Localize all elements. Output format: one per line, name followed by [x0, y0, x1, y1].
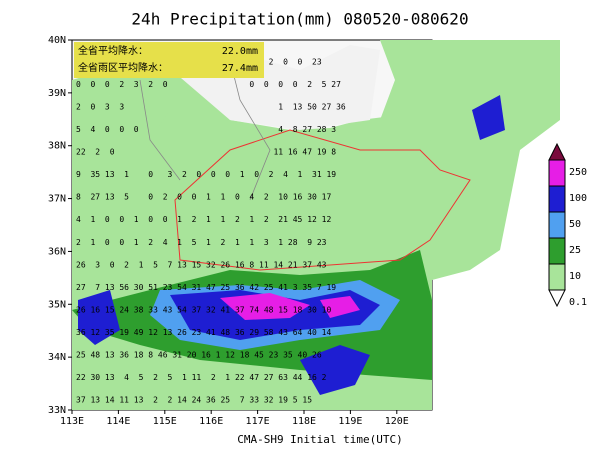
lon-label: 114E: [106, 416, 130, 427]
lon-label: 115E: [153, 416, 177, 427]
lat-label: 40N: [48, 35, 66, 46]
colorbar-swatch: [548, 211, 566, 239]
station-row: 22 2 0 11 16 47 19 8: [76, 148, 336, 157]
colorbar-swatch: [548, 185, 566, 213]
map-frame: [71, 39, 560, 411]
station-row: 36 12 35 19 49 12 13 26 23 41 48 36 29 5…: [76, 328, 331, 337]
colorbar-label: 50: [569, 219, 581, 230]
lat-label: 39N: [48, 88, 66, 99]
info-value: 22.0mm: [222, 46, 258, 57]
colorbar-cap: [548, 142, 566, 161]
lon-label: 120E: [385, 416, 409, 427]
lat-label: 33N: [48, 405, 66, 416]
colorbar-swatch: [548, 263, 566, 291]
colorbar-swatch: [548, 159, 566, 187]
lat-label: 37N: [48, 194, 66, 205]
lat-label: 35N: [48, 299, 66, 310]
lon-label: 118E: [292, 416, 316, 427]
station-row: 26 16 15 24 38 33 43 54 37 32 41 37 74 4…: [76, 305, 331, 314]
title: 24h Precipitation(mm) 080520-080620: [131, 10, 468, 29]
lat-label: 34N: [48, 352, 66, 363]
colorbar-label: 0.1: [569, 297, 587, 308]
station-row: 37 13 14 11 13 2 2 14 24 36 25 7 33 32 1…: [76, 396, 312, 405]
colorbar-swatch: [548, 237, 566, 265]
lon-label: 117E: [246, 416, 270, 427]
lon-label: 119E: [338, 416, 362, 427]
colorbar-label: 25: [569, 245, 581, 256]
colorbar: 250 100 50 25 10 0.1: [548, 142, 587, 308]
station-row: 9 35 13 1 0 3 2 0 0 0 1 0 2 4 1 31 19: [76, 170, 336, 179]
colorbar-label: 10: [569, 271, 581, 282]
station-row: 22 30 13 4 5 2 5 1 11 2 1 22 47 27 63 44…: [76, 373, 327, 382]
footer: CMA-SH9 Initial time(UTC): [237, 433, 403, 446]
colorbar-label: 100: [569, 193, 587, 204]
info-box: 全省平均降水： 22.0mm 全省雨区平均降水： 27.4mm: [74, 42, 264, 78]
station-row: 0 0 0 2 3 2 0 0 0 0 0 2 5 27: [76, 80, 341, 89]
colorbar-cap: [548, 289, 566, 308]
lat-label: 38N: [48, 141, 66, 152]
lon-label: 116E: [199, 416, 223, 427]
station-row: 2 1 0 0 1 2 4 1 5 1 2 1 1 3 1 28 9 23: [76, 238, 327, 247]
station-row: 4 1 0 0 1 0 0 1 2 1 1 2 1 2 21 45 12 12: [76, 215, 331, 224]
station-row: 25 48 13 36 18 8 46 31 20 16 1 12 18 45 …: [76, 350, 322, 359]
info-value: 27.4mm: [222, 63, 258, 74]
station-row: 5 4 0 0 0 4 8 27 28 3: [76, 125, 336, 134]
lon-label: 113E: [60, 416, 84, 427]
station-row: 27 7 13 56 30 51 23 54 31 47 25 36 42 25…: [76, 283, 336, 292]
station-values: 0 2 2 0 0 230 0 0 2 3 2 0 0 0 0 0 2 5 27…: [76, 58, 346, 405]
info-label: 全省雨区平均降水：: [78, 61, 168, 74]
colorbar-label: 250: [569, 167, 587, 178]
station-row: 2 0 3 3 1 13 50 27 36: [76, 103, 346, 112]
station-row: 8 27 13 5 0 2 0 0 1 1 0 4 2 10 16 30 17: [76, 193, 331, 202]
station-row: 26 3 0 2 1 5 7 13 15 32 26 16 8 11 14 21…: [76, 260, 327, 269]
lat-label: 36N: [48, 246, 66, 257]
info-label: 全省平均降水：: [78, 44, 148, 57]
